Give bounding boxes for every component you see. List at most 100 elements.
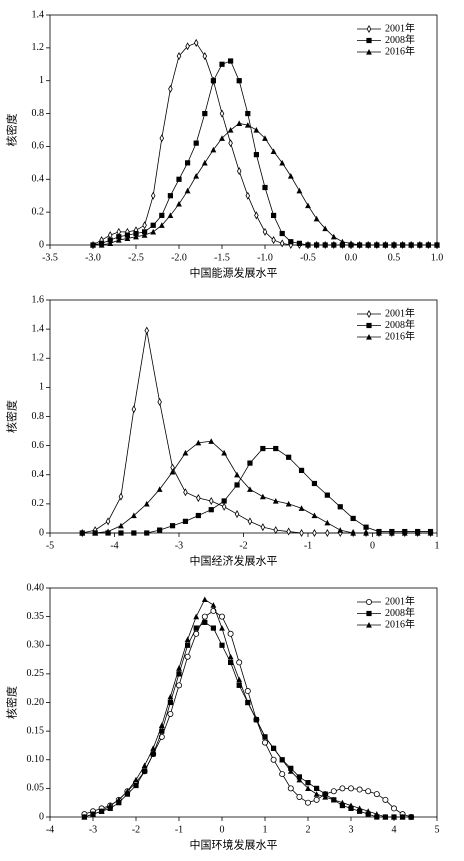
marker [115, 796, 122, 803]
marker [90, 242, 96, 248]
legend-marker [366, 334, 372, 340]
marker [157, 397, 162, 406]
marker [270, 745, 277, 751]
marker [107, 240, 114, 246]
marker [350, 515, 356, 522]
marker [262, 184, 268, 191]
marker [305, 202, 311, 209]
marker [124, 235, 131, 242]
marker [304, 799, 311, 806]
marker [193, 173, 200, 179]
x-tick-label: -2.5 [128, 252, 144, 263]
marker [254, 211, 259, 220]
marker [130, 512, 137, 519]
y-tick-label: 0.4 [32, 469, 45, 480]
marker [150, 228, 157, 235]
marker [107, 231, 113, 240]
legend-label: 2001年 [385, 306, 415, 319]
y-tick-label: 0 [39, 811, 44, 822]
marker [131, 530, 137, 536]
marker [236, 676, 243, 683]
y-tick-label: 0.30 [27, 640, 45, 651]
marker [150, 745, 157, 751]
legend-marker [366, 37, 372, 44]
marker [195, 439, 202, 446]
marker [141, 232, 148, 238]
marker [144, 530, 150, 536]
marker [261, 739, 268, 746]
marker [219, 642, 225, 648]
marker [158, 722, 165, 728]
marker [124, 232, 130, 238]
marker [244, 122, 251, 128]
x-tick-label: -3.5 [42, 252, 58, 263]
marker [262, 135, 268, 141]
marker [124, 788, 131, 794]
marker [331, 242, 337, 248]
marker [210, 602, 217, 608]
y-tick-label: 1.6 [32, 294, 45, 305]
marker [133, 233, 139, 240]
y-tick-label: 0.2 [32, 206, 45, 217]
marker [434, 242, 440, 248]
plot-frame [49, 299, 438, 534]
x-tick-label: 4 [392, 824, 397, 835]
legend-label: 2001年 [385, 594, 415, 607]
marker [98, 808, 105, 814]
x-tick-label: 1 [263, 824, 268, 835]
marker [107, 802, 114, 809]
marker [271, 236, 276, 245]
marker [390, 805, 397, 812]
marker [247, 517, 253, 526]
x-tick-label: -1.5 [214, 252, 230, 263]
x-tick-label: -0.5 [300, 252, 316, 263]
y-tick-label: 0.8 [32, 108, 45, 119]
marker [221, 498, 227, 504]
x-tick-label: 3 [349, 824, 354, 835]
marker [356, 242, 363, 248]
marker [391, 242, 397, 248]
marker [98, 242, 105, 248]
series-line [82, 440, 431, 534]
x-tick-label: -4 [110, 540, 118, 551]
marker [184, 653, 191, 660]
marker [273, 445, 279, 452]
marker [314, 242, 320, 248]
y-axis-label: 核密度 [5, 686, 19, 719]
series-line [82, 330, 431, 534]
marker [311, 512, 318, 519]
marker [105, 528, 111, 535]
marker [201, 159, 208, 166]
marker [168, 84, 173, 93]
marker [143, 500, 150, 507]
marker [270, 148, 277, 154]
x-tick-label: -1 [175, 824, 183, 835]
series-line [82, 448, 431, 534]
marker [228, 139, 233, 148]
y-tick-label: 1.4 [32, 323, 45, 334]
legend-label: 2016年 [385, 329, 415, 342]
marker [322, 225, 329, 232]
marker [236, 682, 242, 688]
y-tick-label: 0.20 [27, 697, 45, 708]
marker [365, 808, 372, 814]
marker [245, 110, 251, 117]
marker [167, 193, 173, 199]
y-tick-label: 0.15 [27, 725, 45, 736]
marker [210, 78, 216, 84]
marker [219, 135, 225, 141]
marker [234, 482, 240, 488]
x-tick-label: -1 [304, 540, 312, 551]
marker [142, 229, 148, 235]
marker [193, 140, 199, 146]
marker [253, 127, 260, 133]
marker [363, 530, 369, 536]
marker [79, 530, 86, 536]
marker [158, 222, 165, 228]
marker [234, 510, 240, 519]
legend-label: 2001年 [385, 21, 415, 34]
marker [219, 61, 225, 67]
x-tick-label: 0 [220, 824, 225, 835]
x-tick-label: 1 [435, 540, 440, 551]
marker [339, 802, 345, 809]
